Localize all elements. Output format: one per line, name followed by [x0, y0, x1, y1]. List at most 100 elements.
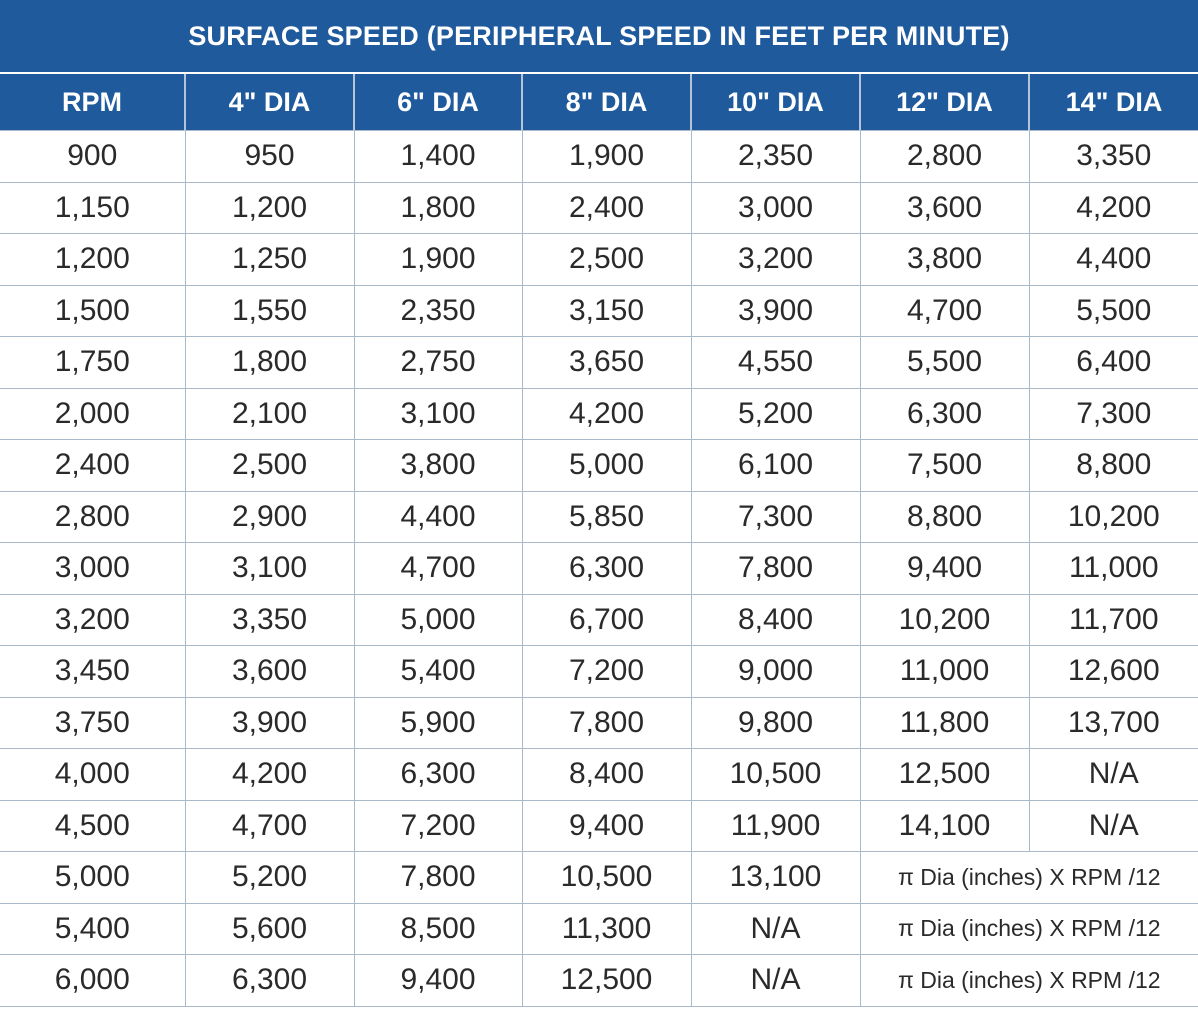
- rpm-cell: 2,400: [0, 439, 186, 492]
- speed-cell: 8,400: [690, 593, 861, 646]
- column-header-dia: 4" DIA: [184, 73, 354, 131]
- speed-cell: 9,400: [521, 799, 692, 852]
- speed-cell: 8,800: [1028, 439, 1198, 492]
- table-row: 1,500 1,550 2,350 3,150 3,900 4,700 5,500: [0, 284, 1198, 337]
- speed-cell: 3,100: [353, 387, 523, 440]
- speed-cell: 4,400: [1028, 233, 1198, 286]
- speed-cell: 3,150: [521, 284, 692, 337]
- speed-cell: 7,800: [690, 542, 861, 595]
- speed-cell: 6,300: [859, 387, 1030, 440]
- table-row: 3,000 3,100 4,700 6,300 7,800 9,400 11,000: [0, 542, 1198, 595]
- speed-cell: 7,300: [690, 490, 861, 543]
- speed-cell: 13,100: [690, 851, 861, 904]
- speed-cell: 6,400: [1028, 336, 1198, 389]
- speed-cell: 4,700: [859, 284, 1030, 337]
- speed-cell: 950: [184, 130, 355, 183]
- table-row: 1,200 1,250 1,900 2,500 3,200 3,800 4,400: [0, 233, 1198, 286]
- speed-cell: 2,500: [521, 233, 692, 286]
- rpm-cell: 4,000: [0, 748, 186, 801]
- table-row: 5,000 5,200 7,800 10,500 13,100 π Dia (inches…: [0, 851, 1198, 904]
- speed-cell: 9,800: [690, 696, 861, 749]
- speed-cell: 3,350: [1028, 130, 1198, 183]
- speed-cell: 4,200: [184, 748, 355, 801]
- column-header-dia: 6" DIA: [353, 73, 522, 131]
- column-header-dia: 14" DIA: [1027, 73, 1198, 131]
- speed-cell: 4,550: [690, 336, 861, 389]
- speed-cell: 4,400: [353, 490, 523, 543]
- table-row: 3,750 3,900 5,900 7,800 9,800 11,800 13,700: [0, 696, 1198, 749]
- speed-cell: 2,350: [690, 130, 861, 183]
- speed-cell: 1,250: [184, 233, 355, 286]
- speed-cell: 2,350: [353, 284, 523, 337]
- speed-cell: 3,350: [184, 593, 355, 646]
- formula-cell: π Dia (inches) X RPM /12: [859, 902, 1198, 955]
- table-row: 5,400 5,600 8,500 11,300 N/A π Dia (inches) X…: [0, 902, 1198, 955]
- speed-cell: 8,500: [353, 902, 523, 955]
- table-row: 1,750 1,800 2,750 3,650 4,550 5,500 6,400: [0, 336, 1198, 389]
- speed-cell: 1,900: [521, 130, 692, 183]
- speed-cell: 5,900: [353, 696, 523, 749]
- speed-cell: 3,600: [859, 181, 1030, 234]
- speed-cell: 5,000: [521, 439, 692, 492]
- speed-cell: 1,400: [353, 130, 523, 183]
- speed-cell: 7,300: [1028, 387, 1198, 440]
- speed-cell: 2,800: [859, 130, 1030, 183]
- speed-cell: 8,400: [521, 748, 692, 801]
- speed-cell: N/A: [690, 902, 861, 955]
- speed-cell: 4,700: [353, 542, 523, 595]
- table-row: 4,000 4,200 6,300 8,400 10,500 12,500 N/A: [0, 748, 1198, 801]
- table-row: 4,500 4,700 7,200 9,400 11,900 14,100 N/A: [0, 799, 1198, 852]
- speed-cell: 6,300: [353, 748, 523, 801]
- speed-cell: 12,500: [521, 954, 692, 1007]
- speed-cell: 9,000: [690, 645, 861, 698]
- speed-cell: 1,550: [184, 284, 355, 337]
- speed-cell: 5,500: [1028, 284, 1198, 337]
- speed-cell: 2,500: [184, 439, 355, 492]
- speed-cell: 5,200: [184, 851, 355, 904]
- rpm-cell: 2,800: [0, 490, 186, 543]
- table-row: 1,150 1,200 1,800 2,400 3,000 3,600 4,200: [0, 181, 1198, 234]
- formula-cell: π Dia (inches) X RPM /12: [859, 954, 1198, 1007]
- speed-cell: 14,100: [859, 799, 1030, 852]
- speed-cell: N/A: [690, 954, 861, 1007]
- speed-cell: 7,800: [521, 696, 692, 749]
- speed-cell: 3,900: [184, 696, 355, 749]
- speed-cell: 11,000: [859, 645, 1030, 698]
- speed-cell: 9,400: [353, 954, 523, 1007]
- speed-cell: 7,200: [521, 645, 692, 698]
- speed-cell: 2,400: [521, 181, 692, 234]
- speed-cell: 5,850: [521, 490, 692, 543]
- speed-cell: 1,900: [353, 233, 523, 286]
- table-row: 3,200 3,350 5,000 6,700 8,400 10,200 11,700: [0, 593, 1198, 646]
- speed-cell: 12,500: [859, 748, 1030, 801]
- speed-cell: 5,400: [353, 645, 523, 698]
- speed-cell: 1,800: [353, 181, 523, 234]
- rpm-cell: 6,000: [0, 954, 186, 1007]
- speed-cell: 4,200: [1028, 181, 1198, 234]
- rpm-cell: 900: [0, 130, 186, 183]
- rpm-cell: 5,400: [0, 902, 186, 955]
- speed-cell: 3,200: [690, 233, 861, 286]
- speed-cell: 13,700: [1028, 696, 1198, 749]
- speed-cell: 9,400: [859, 542, 1030, 595]
- table-row: 3,450 3,600 5,400 7,200 9,000 11,000 12,600: [0, 645, 1198, 698]
- speed-cell: 12,600: [1028, 645, 1198, 698]
- speed-cell: 4,700: [184, 799, 355, 852]
- rpm-cell: 1,500: [0, 284, 186, 337]
- rpm-cell: 5,000: [0, 851, 186, 904]
- rpm-cell: 3,200: [0, 593, 186, 646]
- speed-cell: 11,900: [690, 799, 861, 852]
- speed-cell: 2,900: [184, 490, 355, 543]
- speed-cell: 6,100: [690, 439, 861, 492]
- rpm-cell: 1,150: [0, 181, 186, 234]
- speed-cell: 5,600: [184, 902, 355, 955]
- table-row: 2,400 2,500 3,800 5,000 6,100 7,500 8,800: [0, 439, 1198, 492]
- speed-cell: 3,900: [690, 284, 861, 337]
- column-header-dia: 10" DIA: [690, 73, 860, 131]
- speed-cell: 2,750: [353, 336, 523, 389]
- speed-cell: 5,200: [690, 387, 861, 440]
- table-row: 2,800 2,900 4,400 5,850 7,300 8,800 10,200: [0, 490, 1198, 543]
- speed-cell: 10,200: [859, 593, 1030, 646]
